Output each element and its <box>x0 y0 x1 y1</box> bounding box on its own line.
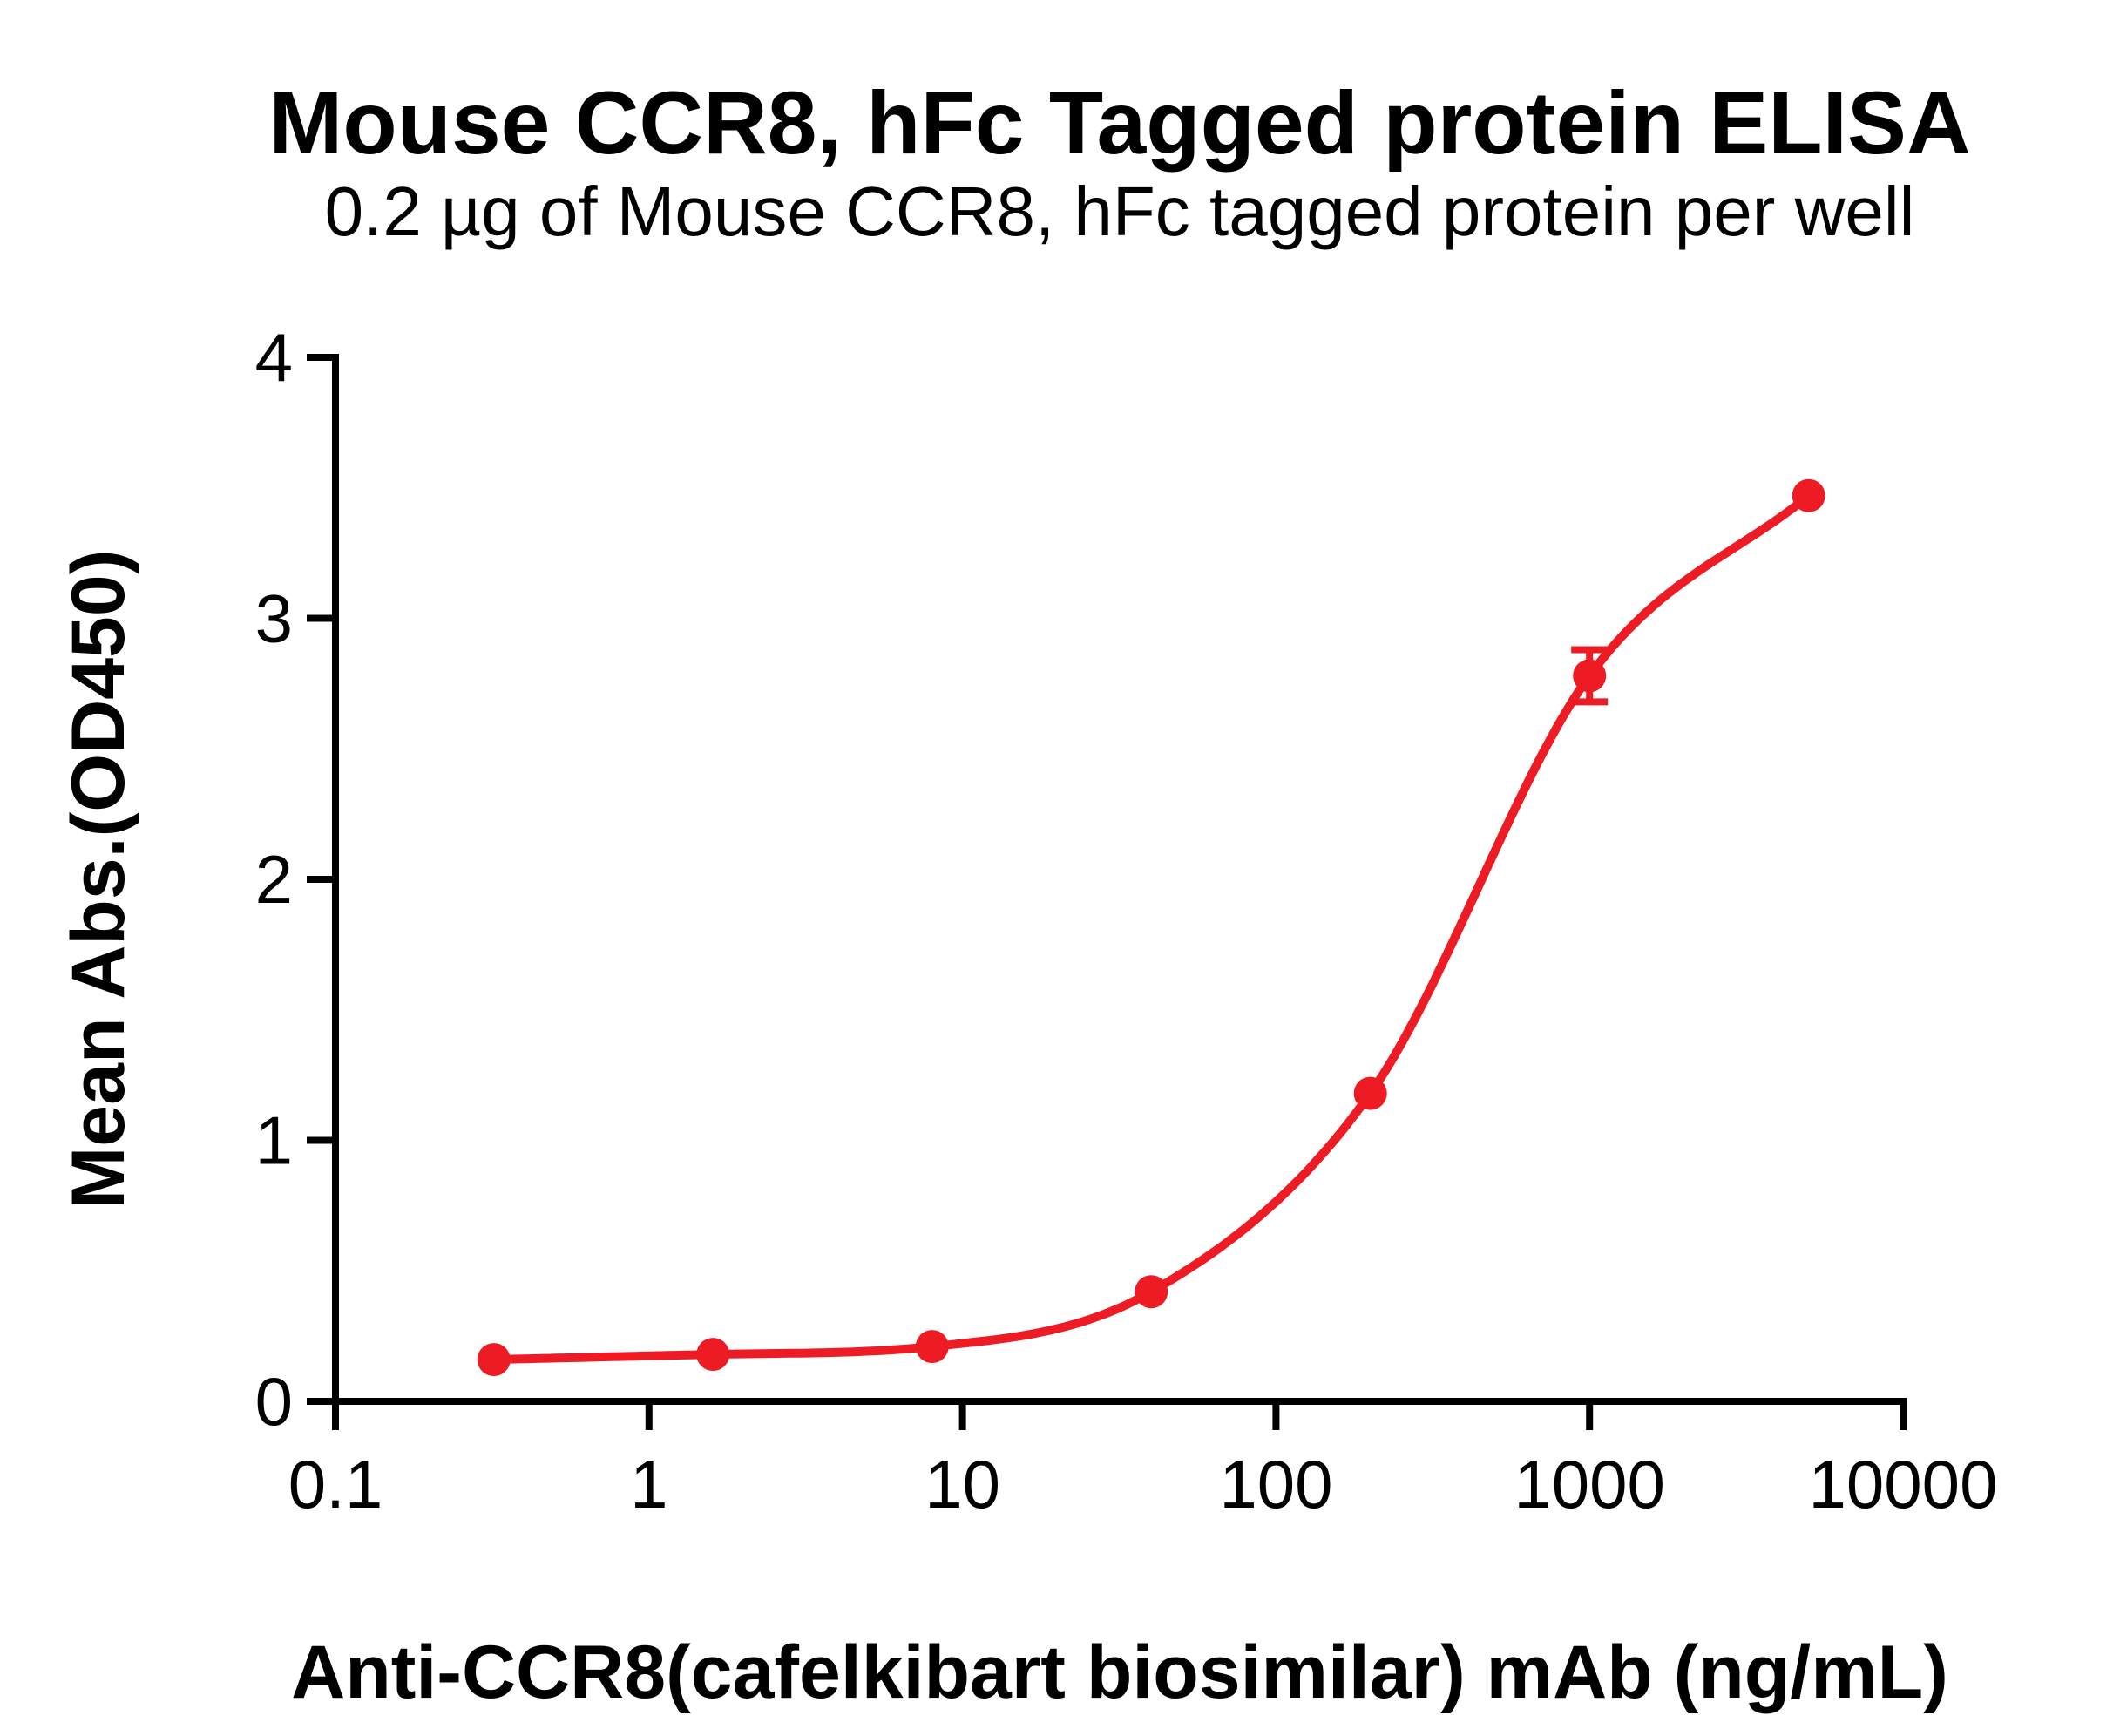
x-axis-title: Anti-CCR8(cafelkibart biosimilar) mAb (n… <box>291 1631 1948 1714</box>
y-tick-label: 4 <box>255 319 293 396</box>
data-point <box>1135 1275 1168 1309</box>
x-tick-label: 10000 <box>1809 1446 1998 1522</box>
x-tick-label: 1000 <box>1514 1446 1665 1522</box>
data-point <box>915 1330 949 1364</box>
data-point <box>1792 478 1825 512</box>
y-tick-label: 2 <box>255 841 293 918</box>
data-series <box>477 478 1825 1377</box>
y-tick-label: 3 <box>255 580 293 657</box>
x-tick-label: 100 <box>1219 1446 1332 1522</box>
chart-subtitle: 0.2 µg of Mouse CCR8, hFc tagged protein… <box>325 173 1915 250</box>
data-point <box>477 1343 511 1377</box>
y-axis-title: Mean Abs.(OD450) <box>57 550 140 1210</box>
y-tick-label: 1 <box>255 1102 293 1179</box>
chart-title: Mouse CCR8, hFc Tagged protein ELISA <box>268 73 1970 173</box>
x-tick-label: 0.1 <box>288 1446 383 1522</box>
data-point <box>1353 1076 1387 1110</box>
y-axis: 0 1 2 3 4 <box>255 319 339 1440</box>
x-tick-label: 1 <box>630 1446 667 1522</box>
x-axis: 0.1 1 10 100 1000 10000 <box>288 1398 1998 1522</box>
x-tick-label: 10 <box>925 1446 1000 1522</box>
data-point <box>696 1338 730 1372</box>
fit-curve <box>489 491 1813 1365</box>
y-tick-label: 0 <box>255 1363 293 1440</box>
data-point <box>1573 659 1607 693</box>
